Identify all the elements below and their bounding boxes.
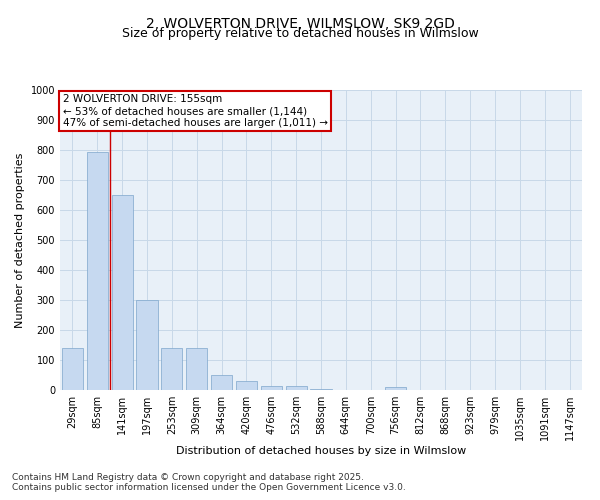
- Bar: [310, 388, 332, 390]
- Text: Size of property relative to detached houses in Wilmslow: Size of property relative to detached ho…: [122, 28, 478, 40]
- Bar: [87, 152, 108, 390]
- Bar: [211, 375, 232, 390]
- Bar: [161, 348, 182, 390]
- Bar: [385, 387, 406, 390]
- Bar: [136, 300, 158, 390]
- Bar: [236, 381, 257, 390]
- Y-axis label: Number of detached properties: Number of detached properties: [15, 152, 25, 328]
- Bar: [112, 195, 133, 390]
- Bar: [286, 386, 307, 390]
- X-axis label: Distribution of detached houses by size in Wilmslow: Distribution of detached houses by size …: [176, 446, 466, 456]
- Text: 2 WOLVERTON DRIVE: 155sqm
← 53% of detached houses are smaller (1,144)
47% of se: 2 WOLVERTON DRIVE: 155sqm ← 53% of detac…: [62, 94, 328, 128]
- Bar: [261, 386, 282, 390]
- Bar: [186, 348, 207, 390]
- Bar: [62, 348, 83, 390]
- Text: Contains HM Land Registry data © Crown copyright and database right 2025.
Contai: Contains HM Land Registry data © Crown c…: [12, 473, 406, 492]
- Text: 2, WOLVERTON DRIVE, WILMSLOW, SK9 2GD: 2, WOLVERTON DRIVE, WILMSLOW, SK9 2GD: [146, 18, 454, 32]
